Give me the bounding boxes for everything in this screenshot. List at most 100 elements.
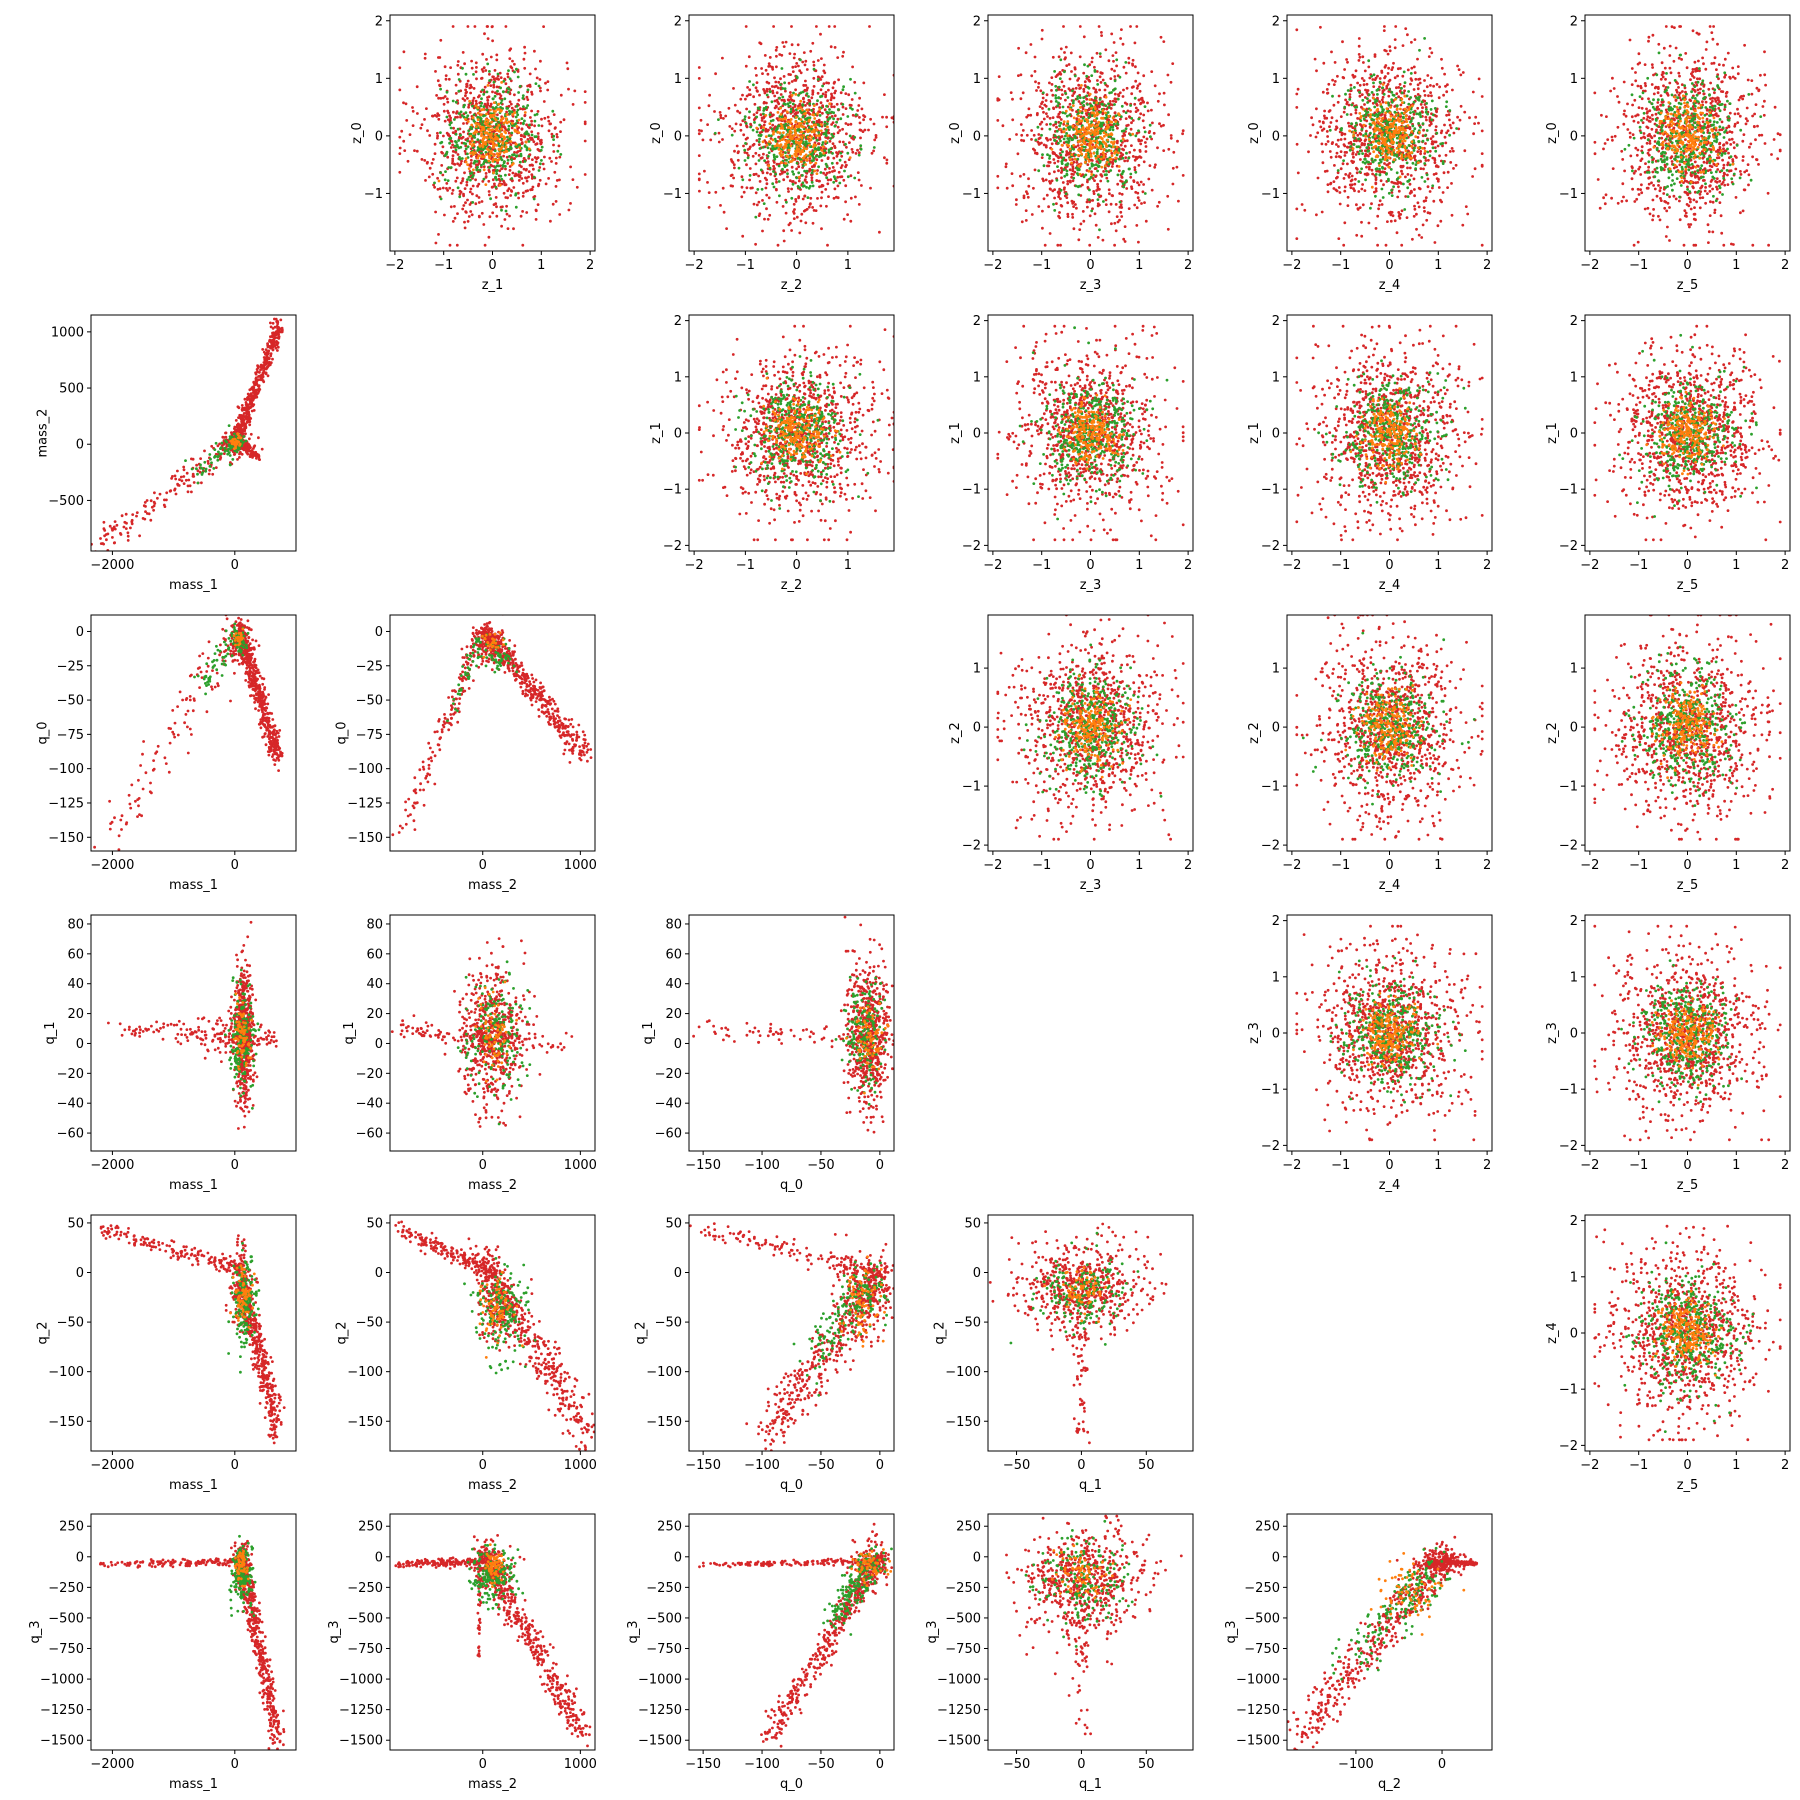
scatter-point-outer: [765, 193, 769, 197]
scatter-point-middle: [1114, 159, 1117, 163]
scatter-point-inner: [1093, 118, 1097, 122]
scatter-point-inner: [1077, 153, 1080, 157]
scatter-point-middle: [552, 138, 555, 142]
x-axis-label: z_2: [781, 278, 803, 293]
scatter-point-outer: [1014, 203, 1018, 206]
scatter-point-outer: [1363, 69, 1367, 73]
scatter-point-outer: [1352, 139, 1356, 143]
scatter-point-outer: [790, 25, 793, 28]
scatter-point-outer: [775, 162, 779, 166]
scatter-point-outer: [1417, 205, 1421, 209]
scatter-point-inner: [474, 125, 478, 129]
scatter-point-outer: [1096, 79, 1099, 82]
scatter-point-outer: [760, 119, 764, 122]
scatter-point-outer: [1364, 153, 1368, 157]
scatter-point-outer: [1017, 74, 1020, 77]
scatter-point-outer: [842, 217, 846, 221]
scatter-point-outer: [491, 178, 495, 182]
scatter-point-inner: [524, 140, 528, 144]
scatter-point-inner: [486, 121, 490, 124]
scatter-point-outer: [445, 187, 448, 190]
scatter-point-outer: [1129, 175, 1133, 179]
scatter-point-outer: [518, 149, 522, 153]
scatter-point-outer: [760, 67, 763, 70]
scatter-point-outer: [463, 62, 466, 66]
scatter-point-outer: [1092, 190, 1096, 193]
scatter-point-inner: [1087, 138, 1091, 141]
scatter-point-middle: [1062, 127, 1066, 131]
scatter-point-outer: [754, 242, 757, 246]
scatter-point-outer: [454, 129, 458, 133]
scatter-point-outer: [451, 131, 455, 135]
scatter-point-outer: [1119, 151, 1123, 155]
scatter-point-outer: [771, 67, 775, 71]
scatter-point-outer: [813, 165, 816, 168]
scatter-point-outer: [487, 168, 491, 172]
scatter-point-outer: [851, 113, 855, 117]
scatter-point-outer: [431, 172, 435, 176]
scatter-point-inner: [771, 138, 775, 142]
scatter-point-outer: [1446, 129, 1450, 133]
scatter-point-inner: [1070, 153, 1074, 157]
scatter-point-outer: [1411, 237, 1414, 241]
scatter-point-inner: [812, 143, 816, 147]
scatter-point-outer: [795, 167, 798, 171]
scatter-point-outer: [754, 172, 758, 176]
scatter-point-outer: [721, 186, 725, 190]
scatter-point-outer: [431, 158, 435, 161]
scatter-point-outer: [507, 173, 511, 177]
scatter-point-outer: [1403, 89, 1406, 93]
scatter-point-inner: [1086, 120, 1089, 124]
scatter-point-outer: [1025, 190, 1028, 194]
scatter-point-outer: [583, 101, 587, 104]
scatter-point-inner: [809, 138, 813, 141]
scatter-point-middle: [1061, 111, 1065, 115]
scatter-point-outer: [836, 175, 840, 179]
scatter-point-outer: [1041, 226, 1044, 230]
scatter-point-outer: [1045, 193, 1049, 197]
scatter-point-middle: [803, 169, 806, 173]
scatter-point-outer: [1113, 111, 1117, 115]
scatter-point-inner: [1109, 120, 1113, 124]
scatter-point-outer: [1048, 180, 1051, 183]
scatter-point-outer: [810, 96, 814, 100]
scatter-point-outer: [812, 85, 816, 88]
scatter-point-outer: [757, 200, 761, 204]
scatter-point-outer: [481, 52, 485, 56]
scatter-point-middle: [446, 179, 450, 183]
scatter-point-middle: [826, 111, 829, 115]
scatter-point-outer: [463, 99, 467, 102]
scatter-point-outer: [775, 180, 778, 184]
scatter-point-outer: [1059, 72, 1063, 76]
scatter-point-outer: [777, 80, 781, 84]
scatter-point-outer: [1389, 219, 1393, 223]
scatter-point-outer: [1040, 37, 1044, 41]
scatter-point-middle: [768, 166, 772, 170]
scatter-point-outer: [517, 179, 521, 182]
scatter-point-outer: [734, 122, 738, 126]
scatter-point-outer: [1409, 77, 1413, 80]
scatter-point-outer: [1037, 205, 1041, 208]
scatter-point-middle: [1042, 164, 1046, 168]
scatter-point-outer: [504, 25, 508, 28]
scatter-point-middle: [801, 141, 805, 145]
scatter-point-outer: [755, 74, 758, 77]
scatter-point-outer: [1112, 59, 1115, 63]
scatter-point-inner: [813, 150, 817, 153]
scatter-point-outer: [538, 78, 542, 81]
scatter-point-outer: [836, 131, 840, 135]
scatter-point-outer: [1345, 100, 1349, 104]
scatter-point-outer: [1078, 228, 1082, 232]
scatter-point-middle: [1047, 107, 1051, 111]
scatter-point-middle: [853, 136, 857, 139]
scatter-point-outer: [521, 210, 524, 213]
scatter-point-outer: [863, 128, 867, 132]
scatter-point-middle: [495, 178, 498, 182]
scatter-point-middle: [1134, 170, 1138, 174]
scatter-point-inner: [812, 123, 816, 127]
scatter-point-outer: [1325, 130, 1329, 133]
scatter-point-outer: [1295, 142, 1299, 146]
scatter-point-outer: [1113, 75, 1117, 78]
scatter-point-outer: [1114, 51, 1118, 54]
scatter-point-outer: [1372, 85, 1376, 88]
